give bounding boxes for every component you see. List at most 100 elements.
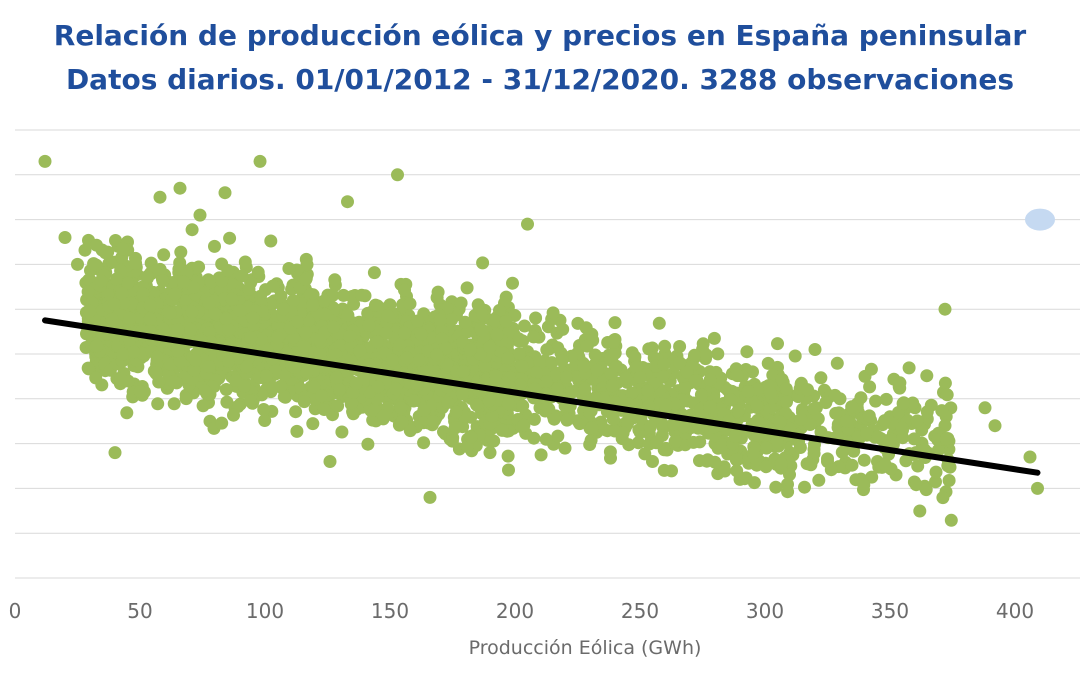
data-point — [456, 365, 470, 378]
data-point — [208, 239, 221, 253]
data-point — [329, 371, 343, 385]
x-tick-labels: 0 50 100 150 200 250 300 350 400 — [9, 599, 1034, 623]
data-point — [266, 279, 280, 293]
data-point — [417, 404, 431, 417]
data-point — [501, 449, 515, 463]
data-point — [1031, 481, 1044, 495]
data-point — [527, 330, 541, 344]
data-point — [121, 276, 135, 290]
data-point — [506, 276, 519, 290]
data-point — [863, 380, 877, 394]
data-point — [729, 453, 743, 467]
data-point — [878, 414, 892, 428]
data-point — [527, 431, 541, 445]
data-point — [558, 441, 572, 455]
data-point — [551, 382, 564, 395]
data-point — [540, 343, 554, 357]
data-point — [560, 370, 573, 384]
data-point — [185, 223, 199, 237]
data-point — [652, 316, 666, 330]
data-point — [801, 383, 814, 397]
data-point — [527, 412, 541, 426]
data-point — [583, 438, 597, 451]
data-point — [110, 272, 123, 286]
data-point — [445, 434, 459, 448]
data-point — [764, 386, 778, 400]
data-point — [518, 319, 531, 333]
data-point — [893, 376, 907, 390]
data-point — [862, 409, 876, 423]
data-point — [455, 387, 469, 401]
data-point — [361, 306, 375, 320]
data-point — [156, 274, 170, 288]
data-point — [769, 480, 783, 494]
data-point — [341, 195, 354, 209]
x-tick-label: 350 — [871, 599, 909, 623]
data-point — [585, 421, 599, 435]
data-point — [730, 464, 744, 478]
data-point — [616, 426, 630, 440]
data-point — [940, 388, 954, 402]
data-point — [132, 311, 146, 324]
data-point — [403, 297, 417, 311]
data-point — [625, 386, 639, 400]
data-point — [475, 324, 489, 338]
data-point — [483, 340, 497, 354]
data-point — [835, 445, 849, 459]
data-point — [910, 414, 924, 428]
data-point — [83, 304, 97, 318]
data-point — [323, 455, 337, 468]
data-point — [171, 323, 185, 337]
data-point — [730, 369, 744, 383]
data-point — [938, 376, 952, 390]
data-point — [610, 359, 623, 373]
trendline-group — [42, 208, 1055, 476]
data-point — [441, 396, 455, 409]
data-point — [78, 243, 92, 257]
data-point — [656, 369, 670, 383]
data-point — [694, 388, 708, 402]
data-point — [254, 332, 268, 346]
data-point — [251, 265, 265, 279]
data-point — [942, 474, 956, 487]
data-point — [233, 304, 247, 318]
data-point — [173, 181, 187, 195]
data-point — [326, 320, 340, 334]
data-point — [371, 380, 385, 394]
data-point — [395, 415, 409, 429]
data-point — [423, 490, 437, 504]
data-point — [545, 356, 559, 370]
data-point — [512, 347, 526, 360]
data-point — [476, 256, 490, 270]
data-point — [699, 348, 713, 362]
data-point — [871, 430, 885, 444]
data-point — [198, 384, 212, 398]
data-point — [187, 363, 201, 377]
data-point — [188, 353, 202, 367]
data-point — [608, 346, 622, 360]
data-point — [530, 366, 543, 380]
data-point — [157, 248, 171, 262]
data-point — [860, 426, 874, 440]
data-point — [534, 448, 548, 462]
data-point — [902, 361, 916, 375]
data-point — [716, 438, 730, 452]
data-point — [944, 513, 958, 527]
data-point — [490, 328, 504, 341]
data-point — [604, 451, 617, 465]
data-point — [580, 339, 594, 353]
data-point — [361, 437, 375, 451]
data-point — [499, 315, 513, 328]
data-point — [478, 359, 492, 373]
data-point — [935, 404, 949, 418]
data-point — [299, 326, 313, 340]
data-point — [747, 476, 761, 490]
data-point — [879, 392, 893, 406]
data-point — [167, 397, 181, 411]
data-point — [349, 377, 363, 390]
data-point — [306, 298, 320, 312]
data-point — [394, 401, 408, 415]
x-tick-label: 400 — [996, 599, 1034, 623]
data-point — [487, 434, 501, 448]
data-point — [417, 436, 431, 450]
